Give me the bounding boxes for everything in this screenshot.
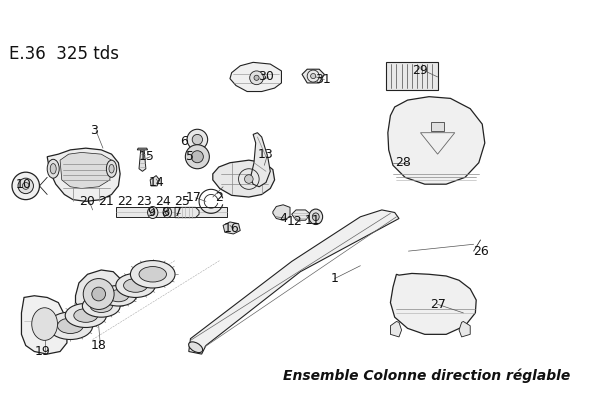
Text: 18: 18 [91,339,107,352]
Polygon shape [390,274,476,334]
Text: 22: 22 [117,195,133,208]
Circle shape [254,75,259,80]
Circle shape [244,175,253,184]
Text: 4: 4 [279,212,287,225]
Ellipse shape [57,318,83,334]
Ellipse shape [82,295,120,317]
Circle shape [187,129,208,150]
Ellipse shape [124,279,147,292]
Text: 14: 14 [148,176,164,189]
Text: 20: 20 [79,195,95,208]
Polygon shape [223,222,240,234]
Text: 30: 30 [258,70,274,83]
Text: 28: 28 [395,156,411,169]
Polygon shape [116,207,227,217]
Text: 27: 27 [430,298,446,311]
Circle shape [191,151,204,163]
Polygon shape [76,270,124,317]
Polygon shape [431,122,445,131]
Ellipse shape [48,312,93,339]
Text: 6: 6 [181,135,188,148]
Text: 7: 7 [175,206,182,219]
Polygon shape [230,62,281,91]
Text: 19: 19 [35,345,51,358]
Text: 1: 1 [331,272,339,285]
Text: 17: 17 [186,191,202,204]
Text: 24: 24 [155,195,171,208]
Ellipse shape [65,303,107,328]
Polygon shape [292,210,311,220]
Text: 25: 25 [174,195,190,208]
Text: 15: 15 [139,150,155,163]
Ellipse shape [101,285,136,306]
Circle shape [12,172,40,199]
Text: 12: 12 [287,215,302,228]
Polygon shape [459,321,470,337]
Polygon shape [137,148,147,150]
Ellipse shape [139,266,166,282]
Circle shape [192,134,202,145]
Text: 23: 23 [136,195,152,208]
Polygon shape [150,176,160,186]
Text: Ensemble Colonne direction réglable: Ensemble Colonne direction réglable [283,369,571,383]
Circle shape [83,279,114,310]
Ellipse shape [116,274,155,297]
Text: 2: 2 [215,191,223,204]
Ellipse shape [130,261,175,288]
Ellipse shape [32,308,57,340]
Circle shape [185,145,210,169]
Polygon shape [250,133,271,187]
Circle shape [250,71,263,85]
Polygon shape [139,150,146,171]
Text: 26: 26 [472,245,488,258]
Ellipse shape [107,160,117,177]
Ellipse shape [108,290,128,302]
Polygon shape [21,296,67,354]
Ellipse shape [313,213,319,221]
Text: 13: 13 [258,147,274,160]
Text: 31: 31 [315,73,330,86]
Ellipse shape [166,210,169,215]
Polygon shape [388,97,485,184]
Circle shape [311,73,316,79]
Ellipse shape [163,207,172,217]
Text: 10: 10 [16,178,32,191]
Ellipse shape [74,309,98,322]
Polygon shape [213,160,275,197]
Polygon shape [386,62,437,90]
Text: 3: 3 [91,124,98,137]
Circle shape [22,182,29,189]
Polygon shape [175,207,199,217]
Ellipse shape [147,207,158,219]
Ellipse shape [150,210,155,215]
Ellipse shape [50,163,56,174]
Text: 29: 29 [413,65,429,78]
Ellipse shape [109,164,114,173]
Polygon shape [390,321,401,337]
Text: 11: 11 [304,214,320,227]
Polygon shape [302,69,324,83]
Ellipse shape [47,159,59,178]
Polygon shape [47,148,120,202]
Polygon shape [273,205,290,220]
Text: 8: 8 [162,206,169,219]
Circle shape [92,287,105,301]
Ellipse shape [189,342,202,352]
Ellipse shape [90,300,112,313]
Text: 5: 5 [186,150,195,163]
Circle shape [18,178,34,194]
Text: E.36  325 tds: E.36 325 tds [8,45,118,63]
Text: 21: 21 [98,195,114,208]
Ellipse shape [309,209,323,225]
Text: 9: 9 [147,206,155,219]
Polygon shape [60,153,111,189]
Polygon shape [189,210,399,354]
Text: 16: 16 [224,222,240,235]
